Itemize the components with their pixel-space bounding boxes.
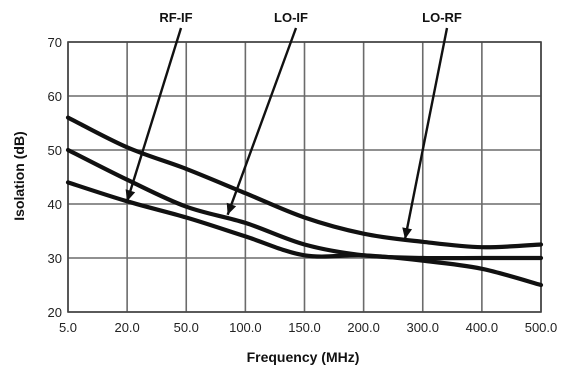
y-tick-label: 50: [48, 143, 62, 158]
annotation-layer: RF-IF LO-IF LO-RF: [125, 10, 462, 240]
y-tick-label: 40: [48, 197, 62, 212]
x-tick-label: 5.0: [59, 320, 77, 335]
x-axis-title: Frequency (MHz): [247, 349, 360, 365]
annotation-arrow-rf-if: [125, 27, 183, 202]
x-tick-label: 400.0: [466, 320, 499, 335]
plot-frame: [67, 41, 542, 313]
x-tick-label: 100.0: [229, 320, 262, 335]
annotation-arrow-lo-if: [226, 27, 298, 216]
annotation-arrowhead-lo-if: [226, 202, 237, 215]
series-line-lo-if: [65, 147, 544, 261]
annotation-arrow-lo-rf: [403, 27, 449, 240]
x-tick-label: 150.0: [288, 320, 321, 335]
y-tick-label: 60: [48, 89, 62, 104]
series-line-rf-if: [65, 180, 544, 288]
annotation-label-lo-if: LO-IF: [274, 10, 308, 25]
grid-layer: [67, 41, 542, 313]
y-tick-label: 20: [48, 305, 62, 320]
x-tick-label: 300.0: [406, 320, 439, 335]
series-layer: [65, 115, 544, 288]
x-tick-label: 200.0: [347, 320, 380, 335]
series-line-lo-rf: [65, 115, 544, 250]
annotation-label-lo-rf: LO-RF: [422, 10, 462, 25]
annotation-label-rf-if: RF-IF: [159, 10, 192, 25]
x-tick-label: 500.0: [525, 320, 558, 335]
x-tick-label: 50.0: [174, 320, 199, 335]
annotation-arrowhead-rf-if: [125, 189, 136, 202]
x-tick-label: 20.0: [114, 320, 139, 335]
y-tick-label: 30: [48, 251, 62, 266]
y-axis-title: Isolation (dB): [11, 131, 27, 220]
tick-label-layer: 20 30 40 50 60 70 5.0 20.0 50.0 100.0 150.0 200.0 30…: [48, 35, 558, 335]
y-tick-label: 70: [48, 35, 62, 50]
annotation-arrowhead-lo-rf: [402, 227, 413, 240]
